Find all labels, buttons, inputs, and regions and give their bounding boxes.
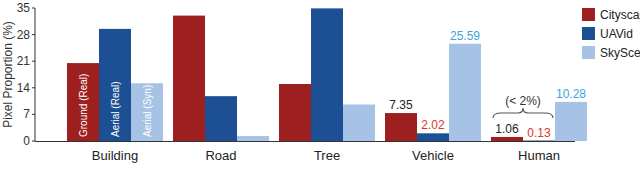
x-tick-label: Tree bbox=[314, 148, 340, 163]
brace bbox=[493, 108, 553, 118]
y-tick bbox=[32, 34, 35, 35]
chart: 0 7 14 21 28 35Pixel Proportion (%) Ground (Re… bbox=[0, 0, 640, 170]
y-tick-label: 0 bbox=[23, 134, 30, 148]
bar bbox=[205, 96, 237, 141]
bars bbox=[67, 8, 587, 141]
y-tick-label: 28 bbox=[17, 28, 31, 42]
bar-note: Aerial (Real) bbox=[110, 81, 121, 137]
legend-swatch bbox=[582, 46, 595, 59]
y-tick-label: 14 bbox=[17, 81, 31, 95]
y-tick-label: 21 bbox=[17, 54, 31, 68]
data-label: 25.59 bbox=[450, 29, 480, 43]
data-label: 10.28 bbox=[556, 87, 586, 101]
y-tick-label: 7 bbox=[23, 107, 30, 121]
y-tick bbox=[32, 114, 35, 115]
data-label: 0.13 bbox=[527, 126, 551, 140]
data-label: 1.06 bbox=[495, 122, 519, 136]
bar-note: Aerial (Syn) bbox=[142, 85, 153, 137]
x-axis bbox=[35, 141, 575, 142]
bar bbox=[449, 44, 481, 141]
bar bbox=[279, 84, 311, 141]
legend-swatch bbox=[582, 27, 595, 40]
y-tick bbox=[32, 141, 35, 142]
bar bbox=[385, 113, 417, 141]
y-axis-label: Pixel Proportion (%) bbox=[1, 21, 15, 128]
y-tick bbox=[32, 61, 35, 62]
bar bbox=[523, 140, 555, 141]
bar bbox=[555, 102, 587, 141]
y-tick-label: 35 bbox=[17, 1, 31, 15]
legend-label: SkyScenes bbox=[600, 46, 640, 60]
y-tick bbox=[32, 8, 35, 9]
data-label: 7.35 bbox=[389, 98, 413, 112]
data-label: 2.02 bbox=[421, 118, 445, 132]
legend-swatch bbox=[582, 8, 595, 21]
bar bbox=[417, 133, 449, 141]
legend-label: Cityscapes bbox=[600, 8, 640, 22]
bar bbox=[237, 136, 269, 141]
bar bbox=[311, 8, 343, 141]
bar bbox=[491, 137, 523, 141]
bar bbox=[67, 63, 99, 141]
bar bbox=[173, 16, 205, 141]
x-tick-label: Building bbox=[92, 148, 138, 163]
legend-label: UAVid bbox=[600, 27, 633, 41]
bar bbox=[343, 105, 375, 141]
x-tick-label: Human bbox=[518, 148, 560, 163]
annotation: (< 2%) bbox=[505, 94, 541, 108]
y-tick bbox=[32, 87, 35, 88]
x-tick-label: Vehicle bbox=[412, 148, 454, 163]
bar-note: Ground (Real) bbox=[78, 74, 89, 137]
y-axis bbox=[35, 8, 36, 141]
x-tick-label: Road bbox=[205, 148, 236, 163]
bar bbox=[131, 83, 163, 141]
bar bbox=[99, 29, 131, 141]
